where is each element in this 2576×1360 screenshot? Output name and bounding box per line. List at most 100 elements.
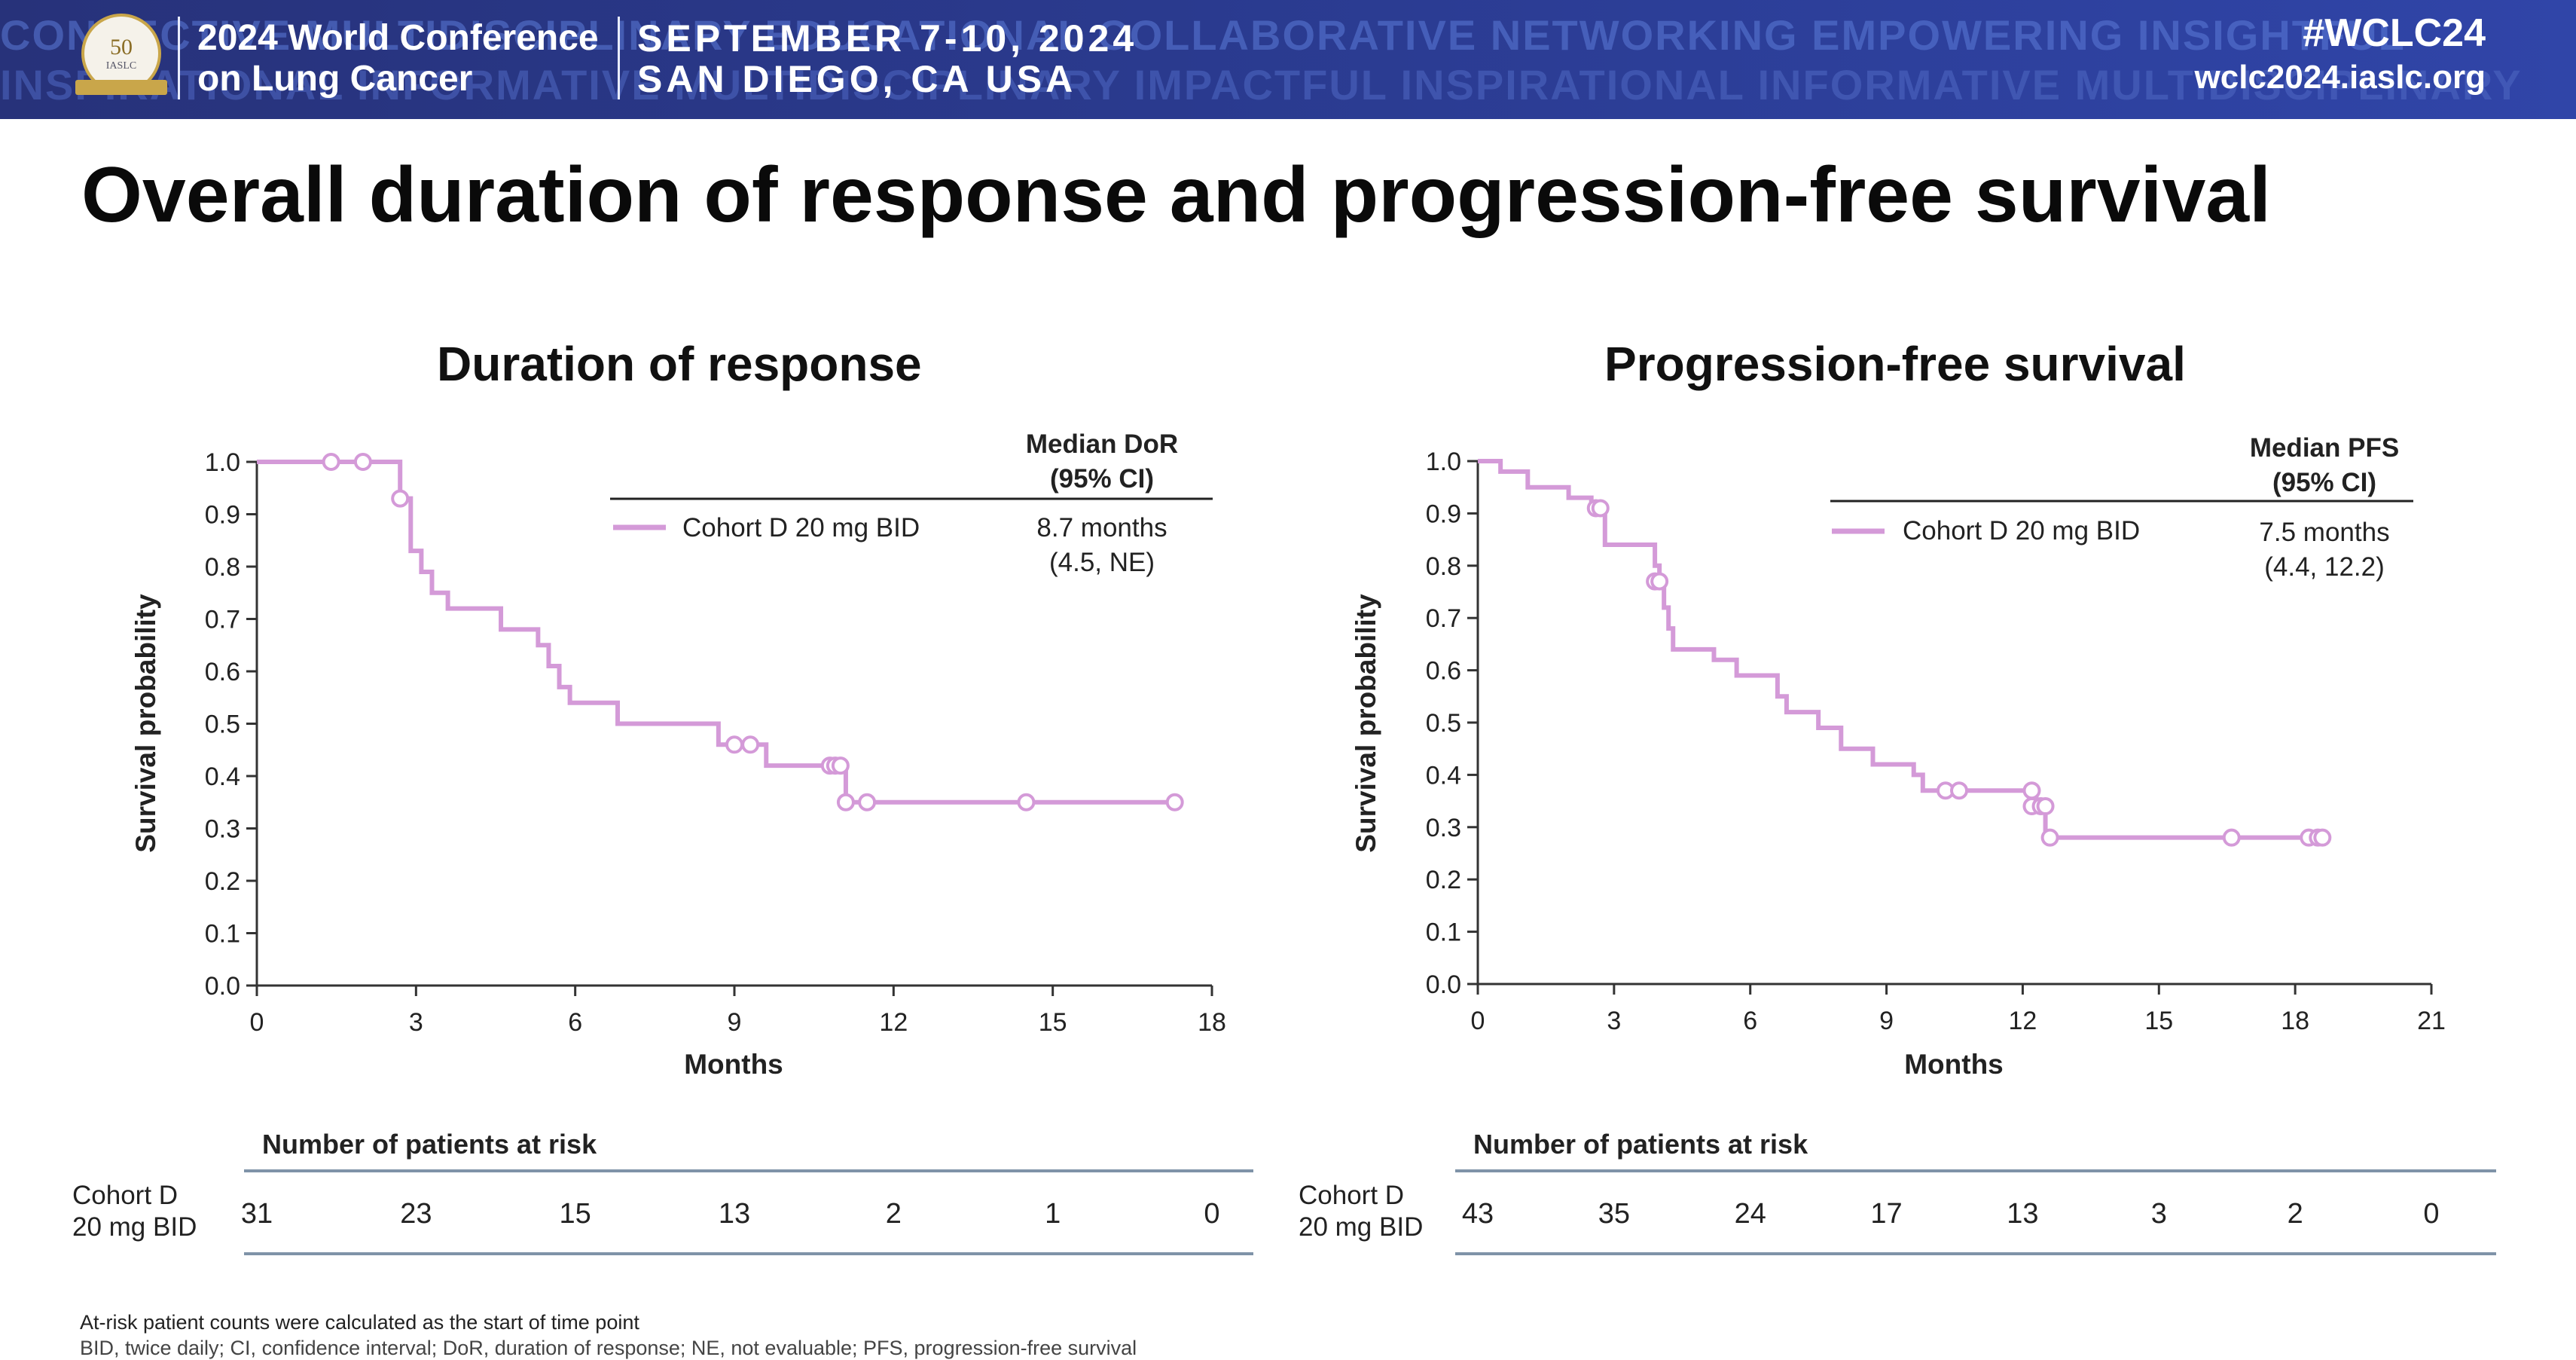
risk-table-heading: Number of patients at risk (262, 1129, 597, 1160)
risk-count: 24 (1734, 1198, 1766, 1230)
risk-table-rule (1455, 1252, 2496, 1255)
conference-name: 2024 World Conference on Lung Cancer (197, 18, 599, 99)
censor-mark (1591, 499, 1610, 518)
censor-mark (831, 756, 850, 775)
legend-header: Median PFS (2250, 433, 2399, 463)
censor-mark (2022, 781, 2041, 800)
risk-count: 2 (885, 1198, 902, 1230)
censor-mark (2313, 828, 2332, 847)
censor-mark (858, 793, 877, 811)
risk-row-label-line2: 20 mg BID (72, 1212, 197, 1242)
banner-divider (618, 17, 620, 99)
risk-row-label: Cohort D 20 mg BID (1299, 1180, 1423, 1243)
risk-count: 0 (2423, 1198, 2440, 1230)
risk-table-rule (244, 1169, 1253, 1172)
slide-title: Overall duration of response and progres… (81, 151, 2272, 239)
censor-mark (1165, 793, 1184, 811)
censor-mark (1650, 572, 1669, 591)
y-tick-label: 0.6 (1426, 657, 1461, 686)
risk-table-rule (244, 1252, 1253, 1255)
banner-watermark-text: INSPIRATIONAL INFORMATIVE MULTIDISCIPLIN… (0, 61, 2523, 108)
y-tick-label: 0.8 (1426, 552, 1461, 581)
conference-dates-line1: SEPTEMBER 7-10, 2024 (637, 17, 1138, 60)
censor-mark (1017, 793, 1036, 811)
x-tick-label: 0 (250, 1008, 264, 1037)
y-tick-label: 0.1 (205, 920, 240, 949)
y-tick-label: 0.2 (205, 867, 240, 896)
y-tick-label: 0.5 (205, 711, 240, 739)
y-tick-label: 0.8 (205, 553, 240, 582)
y-tick-label: 0.9 (1426, 500, 1461, 528)
risk-count: 3 (2150, 1198, 2167, 1230)
x-tick-label: 18 (2281, 1007, 2309, 1035)
footnote-abbreviations: BID, twice daily; CI, confidence interva… (80, 1337, 1137, 1359)
conference-name-line1: 2024 World Conference (197, 18, 599, 58)
risk-count: 0 (1204, 1198, 1220, 1230)
legend-header: (95% CI) (2272, 468, 2376, 497)
risk-table-rule (1455, 1169, 2496, 1172)
censor-mark (2040, 828, 2059, 847)
censor-mark (353, 453, 372, 471)
x-tick-label: 6 (1743, 1007, 1757, 1035)
conference-hashtag: #WCLC24 (2303, 11, 2486, 55)
risk-count: 1 (1045, 1198, 1061, 1230)
risk-row-label-line2: 20 mg BID (1299, 1212, 1424, 1242)
conference-website: wclc2024.iaslc.org (2194, 59, 2486, 96)
x-axis-label: Months (684, 1049, 783, 1080)
x-tick-label: 12 (879, 1008, 908, 1037)
y-tick-label: 0.0 (1426, 970, 1461, 999)
legend-header: Median DoR (1026, 429, 1178, 459)
x-tick-label: 15 (1039, 1008, 1067, 1037)
logo-ribbon (75, 80, 167, 95)
risk-count: 35 (1598, 1198, 1630, 1230)
legend-header: (95% CI) (1050, 464, 1154, 494)
y-tick-label: 0.0 (205, 972, 240, 1001)
censor-mark (2036, 797, 2055, 816)
risk-row-label: Cohort D 20 mg BID (72, 1180, 197, 1243)
y-tick-label: 0.7 (205, 606, 240, 634)
legend-median: 8.7 months (1036, 513, 1167, 542)
legend-series-name: Cohort D 20 mg BID (682, 513, 920, 542)
x-tick-label: 18 (1198, 1008, 1226, 1037)
y-tick-label: 0.7 (1426, 604, 1461, 633)
y-tick-label: 0.1 (1426, 918, 1461, 947)
y-tick-label: 1.0 (1426, 448, 1461, 476)
x-axis-label: Months (1904, 1049, 2004, 1080)
y-tick-label: 0.2 (1426, 866, 1461, 894)
y-tick-label: 0.3 (205, 815, 240, 844)
y-axis-label: Survival probability (130, 594, 161, 853)
x-tick-label: 12 (2009, 1007, 2037, 1035)
risk-row-label-line1: Cohort D (72, 1181, 179, 1210)
conference-banner: CONNECTIVE MULTIDISCIPLINARY EDUCATIONAL… (0, 0, 2576, 119)
censor-mark (2222, 828, 2241, 847)
risk-count: 13 (2007, 1198, 2039, 1230)
risk-count: 43 (1461, 1198, 1494, 1230)
x-tick-label: 3 (1607, 1007, 1621, 1035)
x-tick-label: 6 (568, 1008, 582, 1037)
legend-series-name: Cohort D 20 mg BID (1903, 516, 2140, 546)
x-tick-label: 9 (1879, 1007, 1894, 1035)
x-tick-label: 15 (2144, 1007, 2173, 1035)
footnote: At-risk patient counts were calculated a… (80, 1311, 639, 1334)
y-tick-label: 0.3 (1426, 814, 1461, 842)
dor-chart-title: Duration of response (437, 337, 922, 391)
logo-text: IASLC (105, 60, 137, 72)
conference-location: SAN DIEGO, CA USA (637, 58, 1077, 100)
dor-km-plot: Survival probability Months Median DoR (… (130, 429, 1226, 1080)
y-tick-label: 0.4 (1426, 761, 1461, 790)
conference-dates: SEPTEMBER 7-10, 2024 SAN DIEGO, CA USA (637, 18, 1137, 99)
logo-number: 50 (110, 34, 133, 60)
x-tick-label: 3 (409, 1008, 423, 1037)
y-axis-label: Survival probability (1351, 594, 1381, 853)
x-tick-label: 0 (1471, 1007, 1485, 1035)
censor-mark (1950, 781, 1969, 800)
risk-row-label-line1: Cohort D (1299, 1181, 1405, 1210)
legend-ci: (4.4, 12.2) (2264, 552, 2385, 582)
pfs-chart-title: Progression-free survival (1604, 337, 2186, 391)
pfs-km-plot: Survival probability Months Median PFS (… (1351, 433, 2446, 1080)
legend-median: 7.5 months (2259, 518, 2389, 547)
banner-watermark-text: CONNECTIVE MULTIDISCIPLINARY EDUCATIONAL… (0, 11, 2406, 59)
legend-ci: (4.5, NE) (1049, 548, 1155, 577)
y-tick-label: 0.9 (205, 501, 240, 530)
